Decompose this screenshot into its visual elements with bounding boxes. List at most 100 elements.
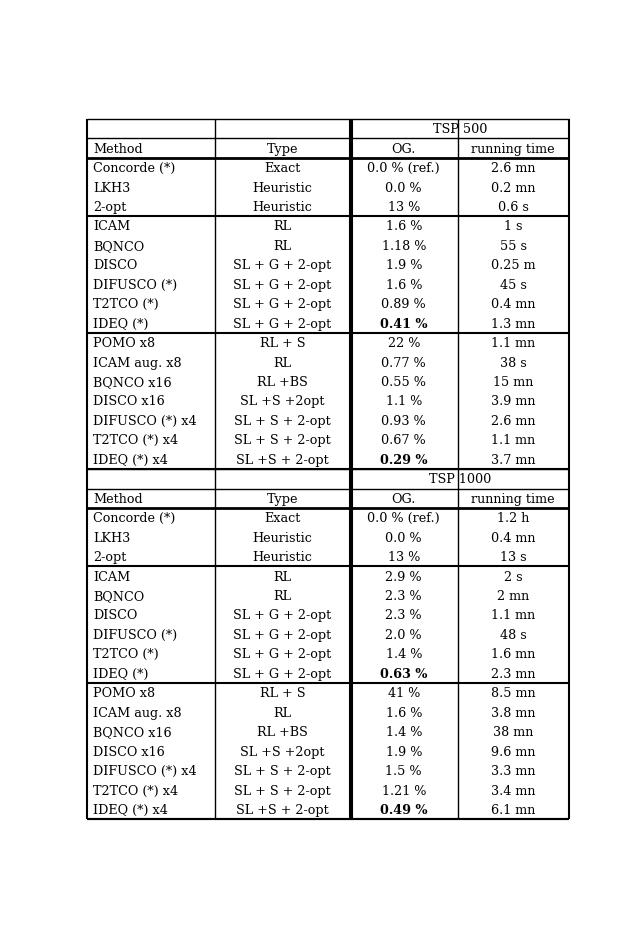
Text: 3.4 mn: 3.4 mn	[491, 783, 536, 796]
Text: 0.63 %: 0.63 %	[380, 667, 428, 680]
Text: SL +S + 2-opt: SL +S + 2-opt	[236, 453, 329, 466]
Text: 0.0 %: 0.0 %	[385, 182, 422, 195]
Text: 1.6 %: 1.6 %	[385, 706, 422, 719]
Text: SL + S + 2-opt: SL + S + 2-opt	[234, 783, 331, 796]
Text: 1.4 %: 1.4 %	[385, 648, 422, 661]
Text: 22 %: 22 %	[388, 337, 420, 349]
Text: RL: RL	[273, 706, 291, 719]
Text: 1.5 %: 1.5 %	[385, 764, 422, 777]
Text: LKH3: LKH3	[93, 182, 131, 195]
Text: 1.3 mn: 1.3 mn	[491, 317, 536, 330]
Text: 1.21 %: 1.21 %	[381, 783, 426, 796]
Text: LKH3: LKH3	[93, 531, 131, 544]
Text: 0.0 %: 0.0 %	[385, 531, 422, 544]
Text: 0.77 %: 0.77 %	[381, 356, 426, 369]
Text: SL + S + 2-opt: SL + S + 2-opt	[234, 414, 331, 427]
Text: DISCO: DISCO	[93, 609, 138, 622]
Text: RL: RL	[273, 356, 291, 369]
Text: 1.1 %: 1.1 %	[385, 395, 422, 408]
Text: 0.2 mn: 0.2 mn	[491, 182, 536, 195]
Text: running time: running time	[472, 492, 555, 505]
Text: BQNCO: BQNCO	[93, 239, 145, 252]
Text: 0.93 %: 0.93 %	[381, 414, 426, 427]
Text: BQNCO: BQNCO	[93, 590, 145, 603]
Text: BQNCO x16: BQNCO x16	[93, 375, 172, 388]
Text: 3.3 mn: 3.3 mn	[491, 764, 536, 777]
Text: Method: Method	[93, 143, 143, 156]
Text: T2TCO (*): T2TCO (*)	[93, 298, 159, 311]
Text: 9.6 mn: 9.6 mn	[491, 744, 536, 757]
Text: SL + G + 2-opt: SL + G + 2-opt	[233, 609, 332, 622]
Text: SL +S +2opt: SL +S +2opt	[240, 395, 324, 408]
Text: 2.3 %: 2.3 %	[385, 609, 422, 622]
Text: Type: Type	[266, 143, 298, 156]
Text: SL + G + 2-opt: SL + G + 2-opt	[233, 317, 332, 330]
Text: 0.67 %: 0.67 %	[381, 434, 426, 447]
Text: SL + G + 2-opt: SL + G + 2-opt	[233, 278, 332, 291]
Text: IDEQ (*) x4: IDEQ (*) x4	[93, 453, 168, 466]
Text: SL +S + 2-opt: SL +S + 2-opt	[236, 803, 329, 816]
Text: 2-opt: 2-opt	[93, 551, 127, 564]
Text: RL + S: RL + S	[260, 337, 305, 349]
Text: 13 %: 13 %	[388, 551, 420, 564]
Text: 1.1 mn: 1.1 mn	[491, 337, 535, 349]
Text: SL + G + 2-opt: SL + G + 2-opt	[233, 648, 332, 661]
Text: OG.: OG.	[392, 492, 416, 505]
Text: RL: RL	[273, 570, 291, 583]
Text: 2 mn: 2 mn	[497, 590, 529, 603]
Text: SL + S + 2-opt: SL + S + 2-opt	[234, 764, 331, 777]
Text: RL +BS: RL +BS	[257, 375, 308, 388]
Text: DISCO: DISCO	[93, 259, 138, 272]
Text: 2 s: 2 s	[504, 570, 522, 583]
Text: 38 mn: 38 mn	[493, 726, 533, 739]
Text: 13 s: 13 s	[500, 551, 527, 564]
Text: Heuristic: Heuristic	[252, 551, 312, 564]
Text: DISCO x16: DISCO x16	[93, 744, 165, 757]
Text: 8.5 mn: 8.5 mn	[491, 687, 536, 700]
Text: 1.4 %: 1.4 %	[385, 726, 422, 739]
Text: ICAM aug. x8: ICAM aug. x8	[93, 706, 182, 719]
Text: 0.0 % (ref.): 0.0 % (ref.)	[367, 162, 440, 175]
Text: SL + S + 2-opt: SL + S + 2-opt	[234, 434, 331, 447]
Text: 38 s: 38 s	[500, 356, 527, 369]
Text: 1.9 %: 1.9 %	[385, 259, 422, 272]
Text: 2-opt: 2-opt	[93, 201, 127, 214]
Text: T2TCO (*) x4: T2TCO (*) x4	[93, 434, 179, 447]
Text: 45 s: 45 s	[500, 278, 527, 291]
Text: 1.6 %: 1.6 %	[385, 221, 422, 234]
Text: DISCO x16: DISCO x16	[93, 395, 165, 408]
Text: 1.18 %: 1.18 %	[381, 239, 426, 252]
Text: 2.9 %: 2.9 %	[385, 570, 422, 583]
Text: Concorde (*): Concorde (*)	[93, 162, 176, 175]
Text: 48 s: 48 s	[500, 629, 527, 641]
Text: SL + G + 2-opt: SL + G + 2-opt	[233, 667, 332, 680]
Text: 2.6 mn: 2.6 mn	[491, 414, 536, 427]
Text: RL: RL	[273, 221, 291, 234]
Text: 0.29 %: 0.29 %	[380, 453, 428, 466]
Text: 1.2 h: 1.2 h	[497, 512, 529, 525]
Text: BQNCO x16: BQNCO x16	[93, 726, 172, 739]
Text: 2.3 %: 2.3 %	[385, 590, 422, 603]
Text: POMO x8: POMO x8	[93, 337, 156, 349]
Text: TSP 1000: TSP 1000	[429, 473, 491, 486]
Text: IDEQ (*): IDEQ (*)	[93, 317, 149, 330]
Text: DIFUSCO (*) x4: DIFUSCO (*) x4	[93, 414, 197, 427]
Text: 2.6 mn: 2.6 mn	[491, 162, 536, 175]
Text: 2.3 mn: 2.3 mn	[491, 667, 536, 680]
Text: DIFUSCO (*): DIFUSCO (*)	[93, 278, 178, 291]
Text: 1 s: 1 s	[504, 221, 522, 234]
Text: 1.1 mn: 1.1 mn	[491, 434, 535, 447]
Text: 0.0 % (ref.): 0.0 % (ref.)	[367, 512, 440, 525]
Text: 0.25 m: 0.25 m	[491, 259, 536, 272]
Text: 41 %: 41 %	[388, 687, 420, 700]
Text: IDEQ (*) x4: IDEQ (*) x4	[93, 803, 168, 816]
Text: 0.55 %: 0.55 %	[381, 375, 426, 388]
Text: IDEQ (*): IDEQ (*)	[93, 667, 149, 680]
Text: 13 %: 13 %	[388, 201, 420, 214]
Text: 15 mn: 15 mn	[493, 375, 533, 388]
Text: running time: running time	[472, 143, 555, 156]
Text: 0.89 %: 0.89 %	[381, 298, 426, 311]
Text: DIFUSCO (*): DIFUSCO (*)	[93, 629, 178, 641]
Text: Heuristic: Heuristic	[252, 182, 312, 195]
Text: SL + G + 2-opt: SL + G + 2-opt	[233, 259, 332, 272]
